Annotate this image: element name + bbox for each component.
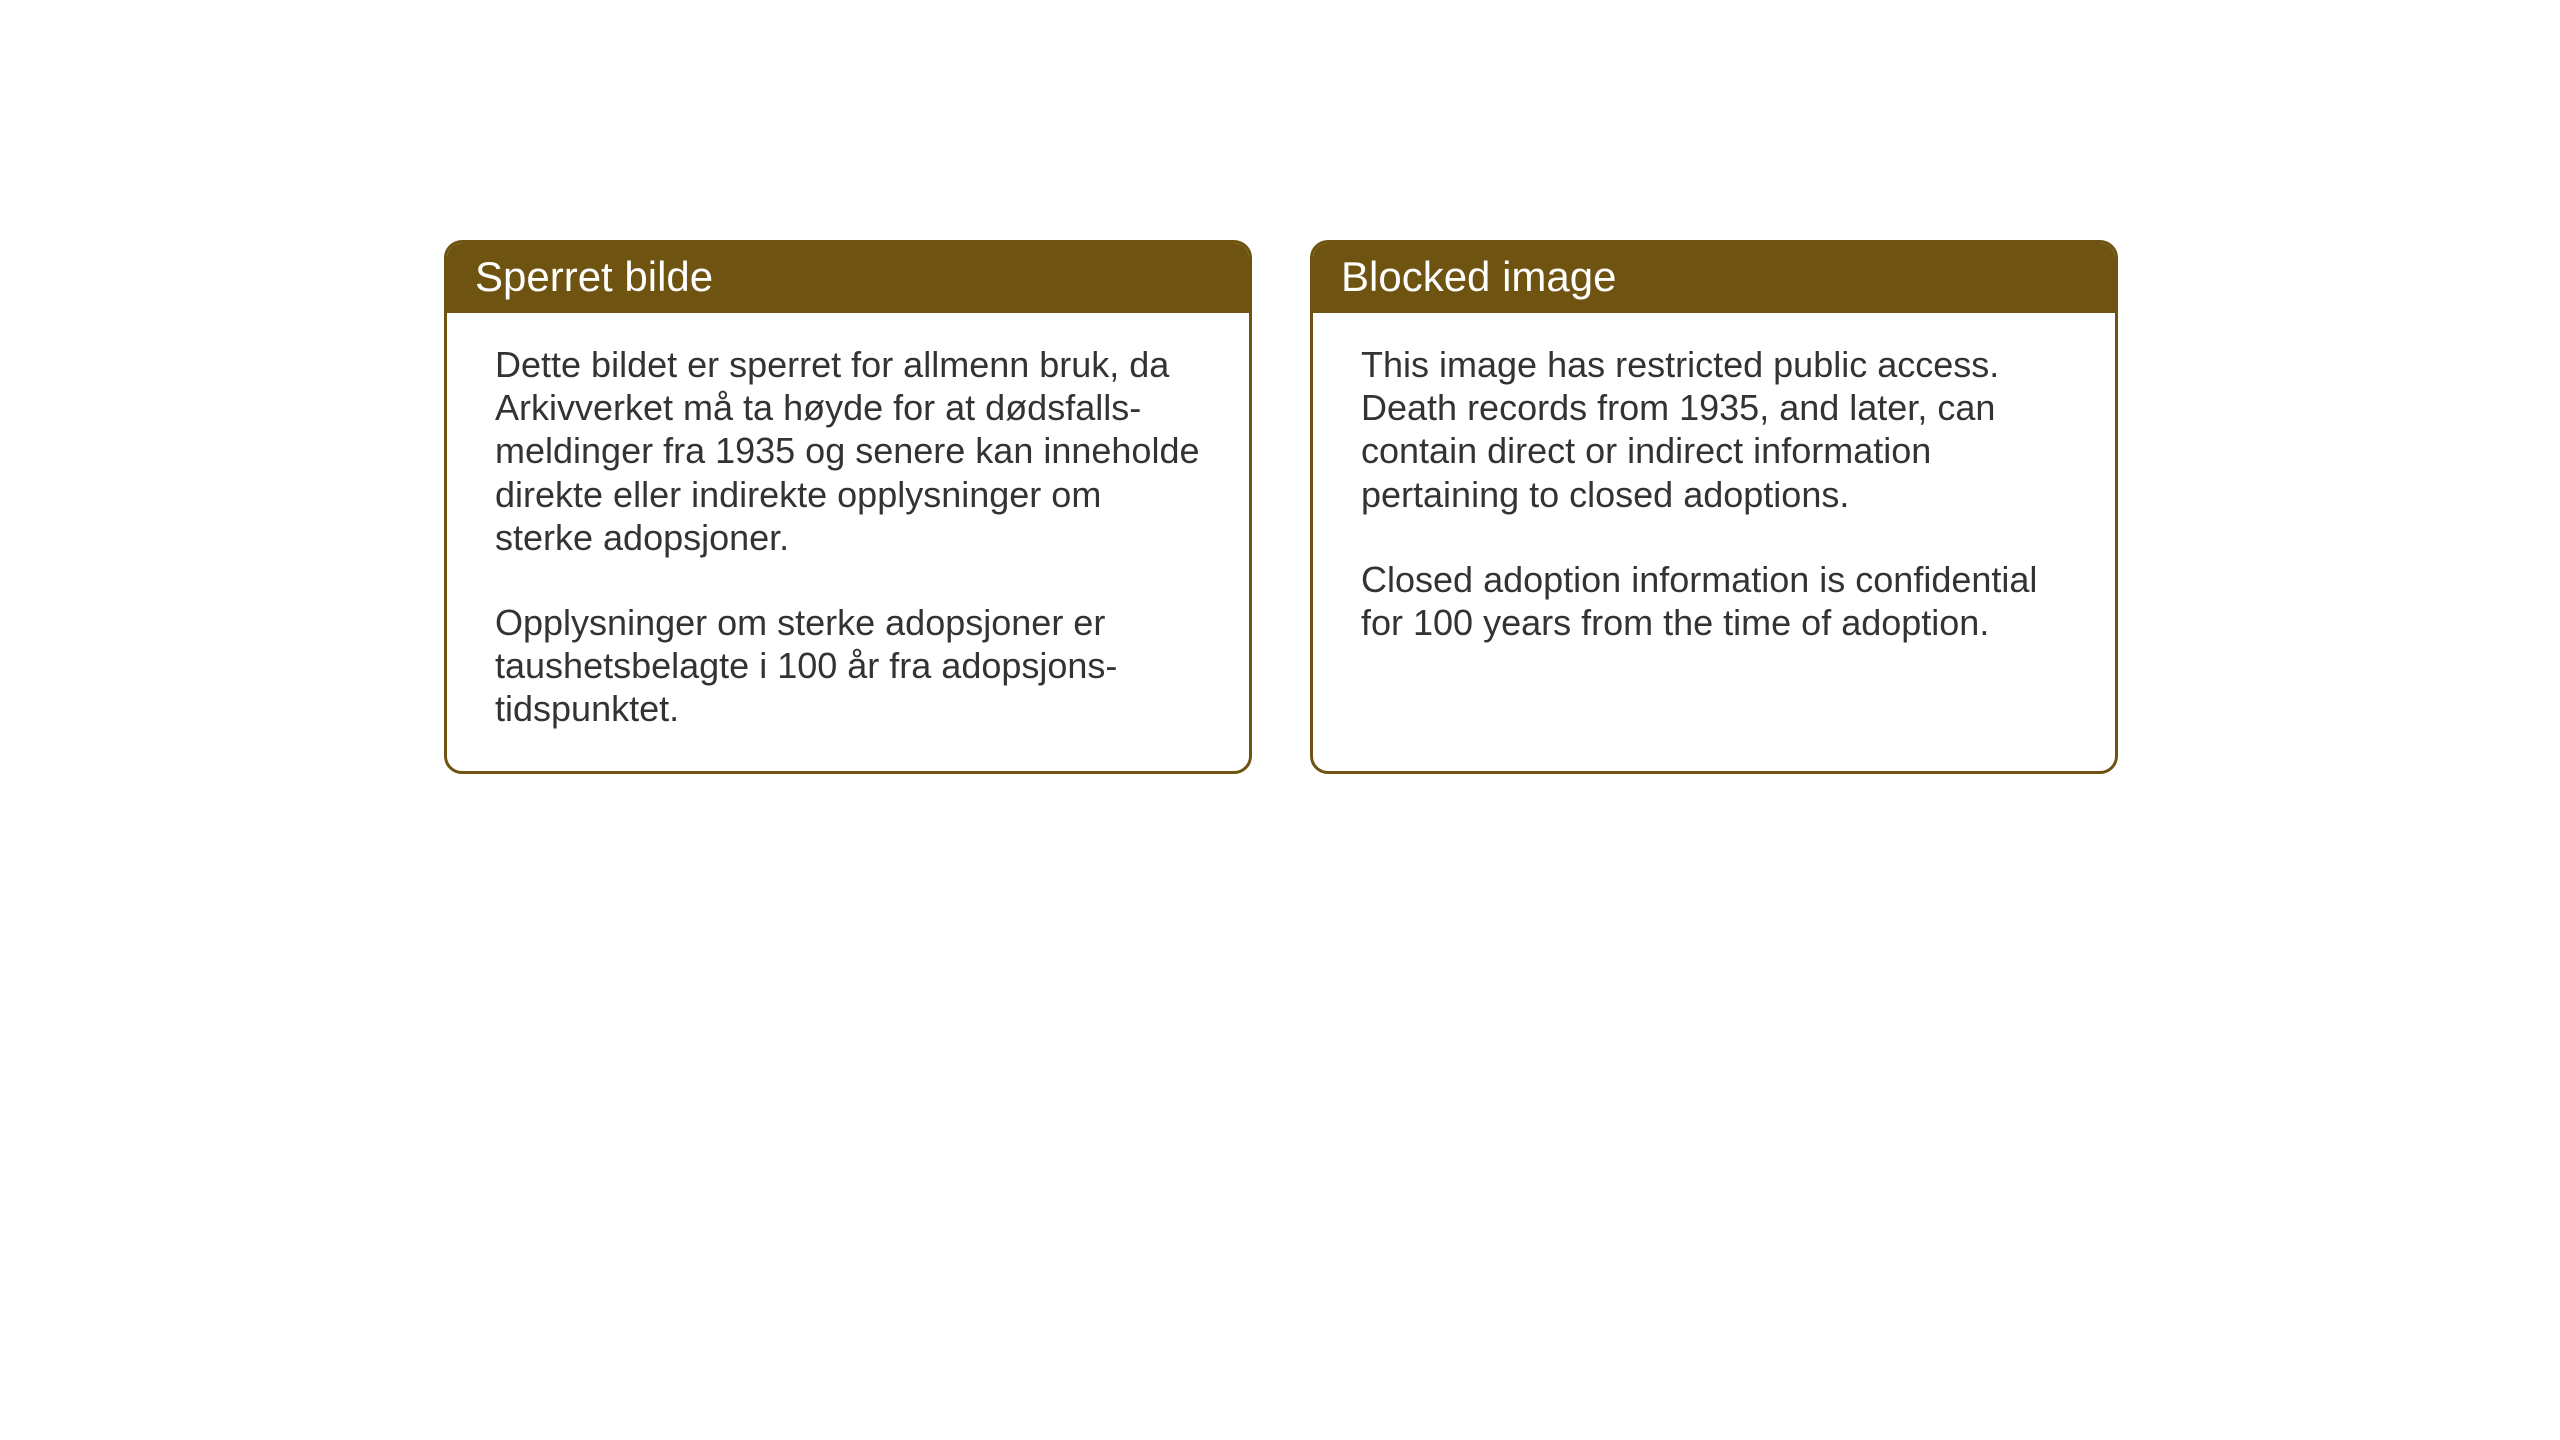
card-header-english: Blocked image [1313, 243, 2115, 313]
card-header-norwegian: Sperret bilde [447, 243, 1249, 313]
blocked-image-card-english: Blocked image This image has restricted … [1310, 240, 2118, 774]
paragraph-english-2: Closed adoption information is confident… [1361, 558, 2067, 644]
paragraph-norwegian-2: Opplysninger om sterke adopsjoner er tau… [495, 601, 1201, 731]
card-body-norwegian: Dette bildet er sperret for allmenn bruk… [447, 313, 1249, 771]
blocked-image-card-norwegian: Sperret bilde Dette bildet er sperret fo… [444, 240, 1252, 774]
card-body-english: This image has restricted public access.… [1313, 313, 2115, 684]
paragraph-english-1: This image has restricted public access.… [1361, 343, 2067, 516]
paragraph-norwegian-1: Dette bildet er sperret for allmenn bruk… [495, 343, 1201, 559]
notice-container: Sperret bilde Dette bildet er sperret fo… [444, 240, 2118, 774]
